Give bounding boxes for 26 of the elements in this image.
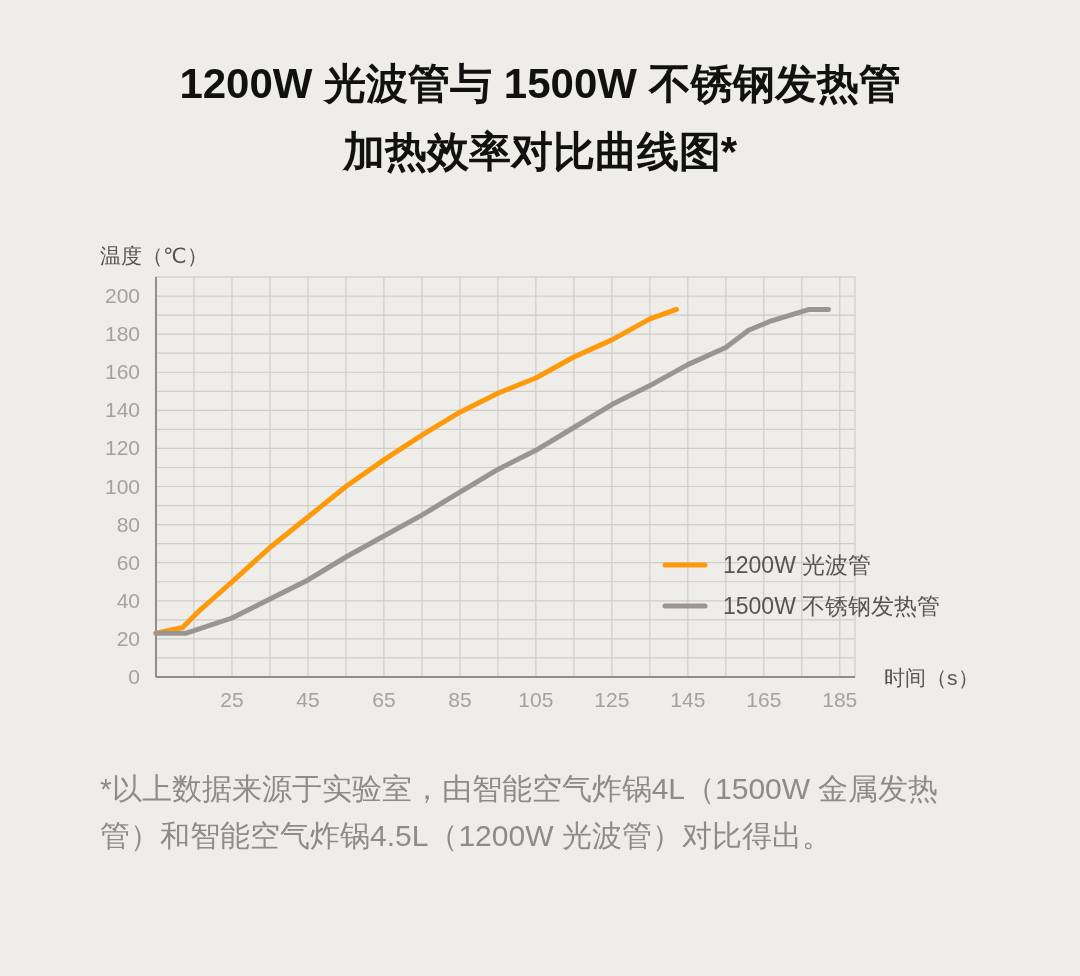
y-tick-label: 140 (104, 398, 140, 422)
x-axis-title: 时间（s） (884, 666, 979, 689)
y-tick-label: 160 (104, 360, 140, 384)
x-tick-label: 65 (372, 688, 396, 711)
legend-label: 1200W 光波管 (723, 552, 872, 578)
y-tick-label: 100 (104, 474, 140, 498)
y-tick-label: 20 (116, 626, 140, 650)
x-tick-label: 85 (448, 688, 472, 711)
x-tick-label: 185 (822, 688, 858, 711)
text: *以上数据来源于实验室，由智能空气炸锅4L（1500W 金属发热管）和智能空气炸锅4.5L（1200W 光波管）对比得出。 (100, 771, 940, 854)
y-tick-label: 180 (104, 322, 140, 346)
y-axis-title: 温度（℃） (100, 244, 208, 267)
x-tick-label: 25 (220, 688, 244, 711)
y-tick-label: 200 (104, 284, 140, 308)
y-tick-label: 0 (128, 665, 140, 688)
y-tick-label: 40 (116, 588, 140, 612)
x-tick-label: 145 (670, 688, 706, 711)
x-tick-label: 105 (518, 688, 554, 711)
y-tick-label: 60 (116, 550, 140, 574)
chart-title: 1200W 光波管与 1500W 不锈钢发热管加热效率对比曲线图* (178, 59, 902, 177)
x-tick-label: 125 (594, 688, 630, 711)
y-tick-label: 120 (104, 436, 140, 460)
x-tick-label: 45 (296, 688, 320, 711)
x-tick-label: 165 (746, 688, 782, 711)
legend-label: 1500W 不锈钢发热管 (723, 593, 941, 619)
y-tick-label: 80 (116, 512, 140, 536)
